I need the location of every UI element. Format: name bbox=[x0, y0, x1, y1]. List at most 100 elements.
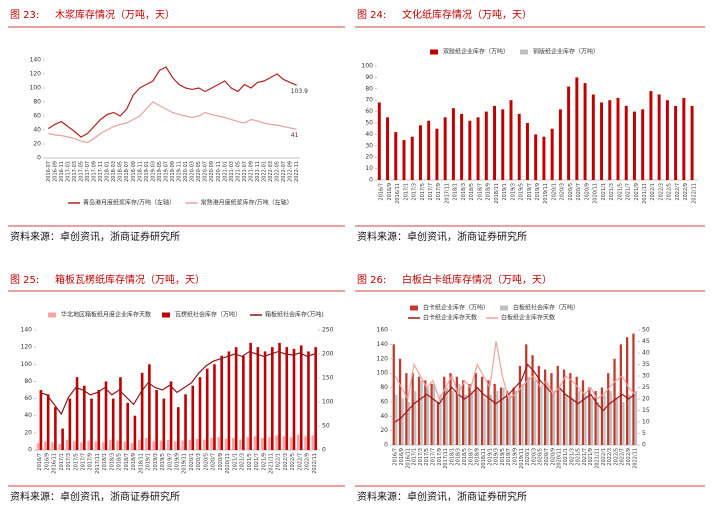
x-tick-label: 2021/3 bbox=[569, 448, 575, 466]
bar bbox=[550, 373, 553, 445]
bar bbox=[275, 435, 278, 450]
bar bbox=[558, 109, 562, 180]
bar bbox=[188, 439, 192, 450]
x-tick-label: 2018/11 bbox=[481, 448, 487, 469]
y-tick-label: 20 bbox=[24, 429, 32, 436]
bar bbox=[455, 376, 458, 445]
bar bbox=[304, 436, 307, 450]
x-tick-label: 2019/7 bbox=[506, 448, 512, 466]
bar bbox=[609, 391, 612, 445]
legend-swatch bbox=[520, 49, 528, 55]
x-tick-label: 2018/9 bbox=[475, 448, 481, 466]
legend-swatch bbox=[410, 305, 418, 311]
y-tick-label: 0 bbox=[384, 442, 388, 449]
source-note: 资料来源：卓创资讯，浙商证券研究所 bbox=[357, 490, 527, 503]
legend-label: 双胶纸企业库存（万吨） bbox=[443, 48, 509, 56]
source-note: 资料来源：卓创资讯，浙商证券研究所 bbox=[10, 230, 180, 243]
x-tick-label: 2022/3 bbox=[607, 448, 613, 466]
x-tick-label: 2020/9 bbox=[584, 183, 590, 201]
x-tick-label: 2017/5 bbox=[73, 453, 79, 471]
bar bbox=[61, 428, 64, 450]
y2-tick-label: 150 bbox=[322, 375, 334, 382]
bar bbox=[571, 398, 575, 445]
x-tick-label: 2016-11 bbox=[59, 161, 65, 182]
x-tick-label: 2022/3 bbox=[283, 453, 289, 471]
x-tick-label: 2017-05 bbox=[78, 161, 84, 182]
bar bbox=[578, 391, 581, 445]
bar bbox=[546, 383, 549, 445]
bar bbox=[292, 348, 296, 450]
x-tick-label: 2017-01 bbox=[65, 161, 71, 182]
bar bbox=[126, 402, 129, 450]
bar bbox=[227, 351, 231, 450]
bar bbox=[377, 102, 381, 180]
bar bbox=[600, 102, 604, 180]
bar bbox=[608, 100, 612, 180]
bar bbox=[533, 380, 537, 445]
y-tick-label: 100 bbox=[362, 63, 374, 70]
bar bbox=[515, 391, 518, 445]
x-tick-label: 2016/11 bbox=[395, 183, 401, 204]
x-tick-label: 2016/11 bbox=[405, 448, 411, 469]
bar bbox=[386, 117, 390, 180]
legend-label: 白板纸企业库存天数 bbox=[501, 314, 555, 322]
bar bbox=[148, 364, 151, 450]
bar bbox=[401, 398, 404, 445]
x-tick-label: 2016/9 bbox=[44, 453, 50, 471]
bar bbox=[483, 398, 486, 445]
legend-label: 白卡纸企业库存天数 bbox=[423, 314, 477, 322]
x-tick-label: 2017/7 bbox=[81, 453, 87, 471]
bar bbox=[544, 369, 547, 445]
x-tick-label: 2017-11 bbox=[98, 161, 104, 182]
data-label: 103.9 bbox=[291, 88, 308, 95]
x-tick-label: 2017/9 bbox=[88, 453, 94, 471]
bar bbox=[632, 333, 635, 445]
y-tick-label: 0 bbox=[28, 447, 32, 454]
x-tick-label: 2017/5 bbox=[424, 448, 430, 466]
x-tick-label: 2022-11 bbox=[294, 161, 300, 182]
bar bbox=[249, 342, 252, 450]
bar bbox=[445, 387, 448, 445]
x-tick-label: 2020/3 bbox=[531, 448, 537, 466]
bar bbox=[622, 401, 625, 445]
bar bbox=[493, 105, 497, 180]
bar bbox=[634, 391, 638, 445]
bar bbox=[451, 108, 455, 180]
bar bbox=[565, 394, 568, 445]
bar bbox=[162, 398, 166, 450]
bar bbox=[203, 439, 206, 450]
x-tick-label: 2021/11 bbox=[642, 183, 648, 204]
x-tick-label: 2020-09 bbox=[209, 161, 215, 182]
x-tick-label: 2020-05 bbox=[196, 161, 202, 182]
bar bbox=[626, 337, 629, 445]
bar bbox=[590, 398, 593, 445]
bar bbox=[72, 441, 76, 450]
x-tick-label: 2017/5 bbox=[420, 183, 426, 201]
x-tick-label: 2017-07 bbox=[85, 161, 91, 182]
x-tick-label: 2020-03 bbox=[190, 161, 196, 182]
y-tick-label: 100 bbox=[30, 85, 42, 92]
bar bbox=[166, 439, 170, 450]
x-tick-label: 2022-09 bbox=[288, 161, 294, 182]
x-tick-label: 2021/1 bbox=[232, 453, 238, 471]
bar bbox=[234, 347, 238, 450]
bar bbox=[468, 120, 472, 180]
y-tick-label: 40 bbox=[365, 131, 373, 138]
bar bbox=[474, 373, 477, 445]
bar bbox=[569, 373, 572, 445]
y-tick-label: 140 bbox=[21, 327, 33, 334]
bar bbox=[152, 441, 156, 450]
bar bbox=[508, 394, 511, 445]
x-tick-label: 2019-07 bbox=[163, 161, 169, 182]
x-tick-label: 2020/5 bbox=[568, 183, 574, 201]
x-tick-label: 2017/3 bbox=[418, 448, 424, 466]
bar bbox=[65, 439, 69, 450]
y-tick-label: 40 bbox=[33, 127, 41, 134]
bar bbox=[297, 434, 300, 450]
x-tick-label: 2018/5 bbox=[117, 453, 123, 471]
bar bbox=[487, 380, 490, 445]
x-tick-label: 2017/3 bbox=[66, 453, 72, 471]
x-tick-label: 2021-09 bbox=[248, 161, 254, 182]
bar bbox=[542, 136, 546, 180]
